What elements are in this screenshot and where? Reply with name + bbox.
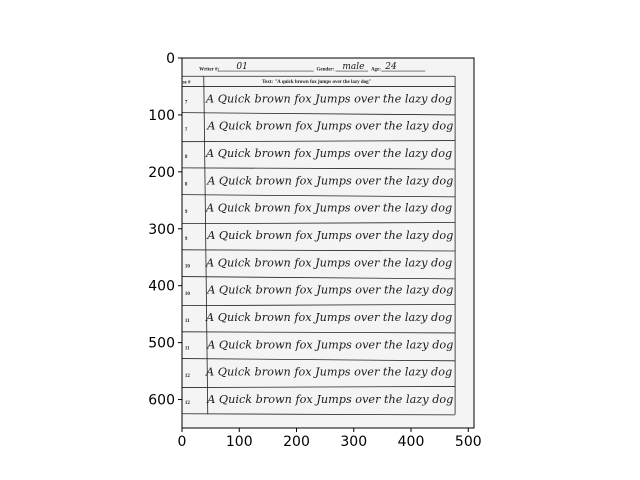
x-tick-label: 500 (455, 434, 482, 450)
x-tick-label: 300 (340, 434, 367, 450)
scanned-form-image: Writer #: 01 Gender: male Age: 24 se # Te… (182, 58, 474, 428)
row-number: 12 (185, 401, 191, 406)
table-row-line (182, 413, 456, 416)
x-tick-label: 0 (178, 434, 187, 450)
paper-background (182, 58, 474, 428)
table-row-line (182, 194, 456, 198)
handwritten-sentence: A Quick brown fox Jumps over the lazy do… (205, 310, 452, 324)
row-number: 10 (185, 264, 191, 269)
handwritten-sentence: A Quick brown fox Jumps over the lazy do… (206, 173, 453, 187)
y-tick-label: 0 (166, 51, 175, 67)
table-row-line (182, 276, 456, 280)
y-tick-label: 600 (148, 393, 175, 409)
form-table: se # Text: "A quick brown fox jumps over … (182, 75, 456, 416)
row-number: 12 (185, 374, 191, 379)
table-row-line (182, 222, 456, 225)
writer-label: Writer #: (199, 68, 219, 73)
axes-frame (181, 57, 475, 429)
handwritten-sentence: A Quick brown fox Jumps over the lazy do… (206, 228, 453, 242)
table-row-line (182, 112, 456, 116)
column-header: se # (183, 81, 191, 86)
writer-value: 01 (236, 62, 247, 72)
table-row-line (182, 358, 456, 362)
gender-label: Gender: (317, 68, 335, 73)
table-row-line (182, 249, 456, 252)
row-number: 11 (185, 346, 190, 351)
table-column-divider (203, 76, 209, 415)
y-tick-label: 400 (148, 279, 175, 295)
handwritten-sentence: A Quick brown fox Jumps over the lazy do… (206, 283, 453, 297)
row-number: 9 (185, 210, 188, 215)
y-axis: 0 100 200 300 400 500 600 (148, 51, 182, 409)
y-tick-label: 200 (148, 165, 175, 181)
x-tick-label: 100 (226, 434, 253, 450)
x-tick-label: 400 (398, 434, 425, 450)
y-tick-label: 500 (148, 336, 175, 352)
row-number: 9 (185, 237, 188, 242)
table-row-line (182, 140, 456, 143)
handwritten-sentence: A Quick brown fox Jumps over the lazy do… (205, 365, 452, 379)
age-value: 24 (384, 62, 397, 72)
handwritten-sentence: A Quick brown fox Jumps over the lazy do… (205, 91, 452, 105)
table-row-line (182, 386, 456, 388)
handwritten-sentence: A Quick brown fox Jumps over the lazy do… (206, 337, 453, 351)
table-row-line (182, 331, 456, 334)
row-number: 10 (185, 292, 191, 297)
handwritten-sentence: A Quick brown fox Jumps over the lazy do… (205, 255, 452, 269)
y-tick-label: 300 (148, 222, 175, 238)
x-tick-label: 200 (283, 434, 310, 450)
gender-value: male (342, 62, 364, 72)
row-number: 7 (185, 101, 188, 106)
age-label: Age: (371, 68, 381, 73)
row-number: 7 (185, 128, 188, 133)
handwritten-sentence: A Quick brown fox Jumps over the lazy do… (205, 146, 452, 160)
row-number: 8 (185, 155, 188, 160)
x-axis: 0 100 200 300 400 500 (178, 428, 482, 450)
handwritten-sentence: A Quick brown fox Jumps over the lazy do… (206, 119, 453, 133)
handwritten-sentence: A Quick brown fox Jumps over the lazy do… (206, 392, 453, 406)
handwritten-sentence: A Quick brown fox Jumps over the lazy do… (205, 201, 452, 215)
text-header: Text: "A quick brown fox jumps over the … (262, 80, 371, 85)
table-row-line (182, 304, 456, 307)
table-row-line (182, 167, 456, 170)
row-number: 11 (185, 319, 190, 324)
row-number: 8 (185, 183, 188, 188)
y-tick-label: 100 (148, 108, 175, 124)
